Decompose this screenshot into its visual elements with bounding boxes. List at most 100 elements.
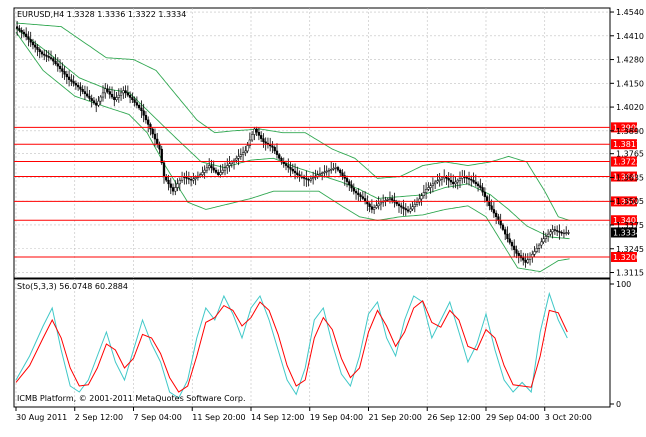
candle-bear [508,238,511,243]
candle-bear [214,169,218,173]
level-label: 1.3640 [613,173,641,182]
candle-bear [495,212,498,218]
stochastic-pane[interactable]: 100 0 Sto(5,3,3) 56.0748 60.2884 ICMB Pla… [13,278,631,409]
candle-bear [302,177,306,179]
candle-bear [131,97,134,101]
level-label-box [611,156,637,167]
candle-bear [160,148,163,164]
candle-bull [203,169,206,173]
candle-bear [86,93,89,97]
candle-bear [282,161,285,164]
x-tick-label: 3 Oct 20:00 [545,413,592,422]
candle-bull [334,167,337,169]
candle-bull [244,150,247,154]
candle-bear [522,257,525,261]
candle-bear [52,58,55,62]
candle-bear [504,229,507,235]
candle-bear [31,41,35,46]
candle-bear [34,44,37,48]
candle-bear [289,167,292,170]
candle-bear [83,91,87,95]
candle-bear [56,63,59,67]
candle-bear [142,110,145,116]
candle-bear [88,95,91,99]
candle-bear [135,102,139,106]
candle-bull [431,183,435,186]
candle-bear [153,133,157,140]
candle-bear [45,54,48,57]
candle-bull [540,241,543,246]
candle-bull [546,233,550,237]
candle-bull [415,201,419,205]
candle-bear [29,39,32,43]
candle-bear [149,124,152,130]
x-tick-label: 21 Sep 20:00 [368,413,421,422]
candle-bull [219,172,222,175]
level-label-box [611,251,637,262]
candle-bull [411,206,414,210]
level-label: 1.3401 [613,216,641,225]
candle-bear [128,94,132,98]
candle-bear [156,138,159,145]
candle-bull [117,94,120,98]
candle-bear [144,115,148,121]
candle-bull [542,238,545,243]
candle-bear [167,179,170,185]
y-tick-label: 1.3505 [616,197,644,206]
candle-bear [558,231,561,233]
candle-bear [40,51,44,55]
level-label: 1.3722 [613,158,641,167]
candle-bear [15,26,19,29]
y-tick-label: 100 [616,280,631,289]
candle-bear [70,79,73,82]
candle-bull [176,183,179,188]
price-pane[interactable]: 1.3909 1.3817 1.3722 1.3640 1.3504 1.3401 1.32… [13,7,644,279]
candle-bear [79,86,82,90]
level-label: 1.3504 [613,197,641,206]
main-header: EURUSD,H4 1.3328 1.3336 1.3322 1.3334 [17,10,186,19]
candle-bull [104,88,107,94]
candle-bull [332,168,335,170]
y-tick-label: 0 [616,400,621,409]
candle-bull [321,172,324,175]
candle-bear [370,206,374,210]
candle-bear [485,196,489,202]
candle-bear [162,162,166,177]
candle-bear [391,198,394,201]
candle-bear [212,167,215,171]
candle-bear [210,165,213,169]
x-tick-label: 7 Sep 04:00 [133,413,181,422]
candle-bear [124,90,127,94]
stochastic-lines [15,291,568,399]
candle-bear [472,179,475,183]
candle-bear [18,28,21,31]
candle-bull [178,179,181,185]
candle-bull [537,244,541,249]
candle-bear [395,201,398,205]
candle-bear [348,181,351,186]
candle-bear [305,178,308,180]
candle-bull [413,204,416,207]
candle-bull [205,167,209,171]
x-tick-label: 19 Sep 04:00 [310,413,363,422]
candle-bear [58,65,62,69]
candle-bear [481,187,484,193]
candle-bear [357,192,360,196]
candle-bear [524,259,527,263]
candle-bull [409,208,412,212]
candle-bear [95,102,98,106]
horizontal-levels[interactable]: 1.3909 1.3817 1.3722 1.3640 1.3504 1.3401 1.32… [14,122,641,262]
candle-bear [63,71,66,75]
candle-bull [377,203,380,207]
candle-bear [36,46,39,50]
candle-bear [47,56,50,58]
candle-bear [260,135,263,139]
candle-bull [180,176,184,181]
candle-bear [137,105,141,109]
stochastic-pane-frame [13,278,611,408]
candle-bear [517,253,520,256]
candle-bull [567,232,570,234]
stochastic-header: Sto(5,3,3) 56.0748 60.2884 [17,282,128,291]
candle-bear [345,178,349,182]
